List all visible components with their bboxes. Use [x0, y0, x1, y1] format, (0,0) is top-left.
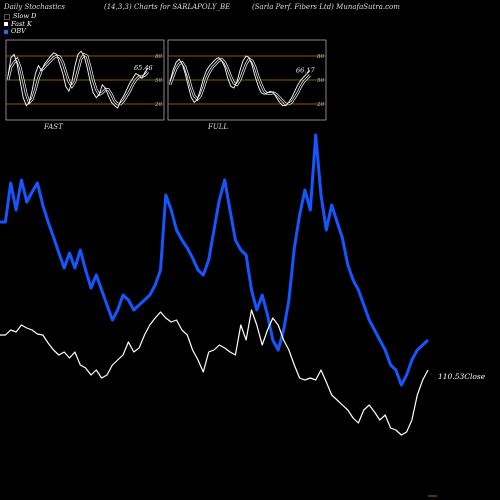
obv-line — [0, 133, 430, 387]
legend-item-slow-d: Slow D — [4, 12, 37, 21]
panel-name-label: FAST — [43, 123, 64, 131]
chart-header-params: (14,3,3) Charts for SARLAPOLY_BE — [104, 3, 231, 11]
panel-tick-label: 20 — [316, 102, 324, 108]
panel-value-label: 66.17 — [296, 66, 315, 74]
panel-tick-label: 80 — [155, 54, 162, 60]
panel-name-label: FULL — [207, 123, 228, 131]
panel-tick-label: 50 — [317, 78, 324, 84]
slow-d-line — [7, 53, 149, 105]
close-value-label: 110.53Close — [438, 372, 486, 381]
fast-k-line — [7, 50, 149, 109]
fast-k-swatch — [4, 22, 8, 27]
panel-tick-label: 20 — [154, 102, 162, 108]
slow-d-swatch — [4, 13, 10, 20]
legend-label: Slow D — [13, 12, 37, 20]
close-price-line — [0, 309, 429, 436]
chart-header-source: (Sarla Perf. Fibers Ltd) MunafaSutra.com — [252, 3, 400, 11]
panel-tick-label: 80 — [317, 54, 324, 60]
legend-item-obv: OBV — [4, 28, 36, 36]
panel-value-label: 65.46 — [134, 64, 153, 72]
panel-tick-label: 50 — [155, 78, 162, 84]
legend: Slow D Fast K OBV — [4, 12, 37, 36]
obv-swatch — [4, 29, 8, 34]
legend-label: Fast K — [11, 19, 32, 28]
legend-item-fast-k: Fast K — [4, 19, 36, 29]
chart-header-title: Daily Stochastics — [4, 3, 66, 11]
fast-k-line — [169, 55, 311, 107]
legend-label: OBV — [11, 27, 26, 36]
